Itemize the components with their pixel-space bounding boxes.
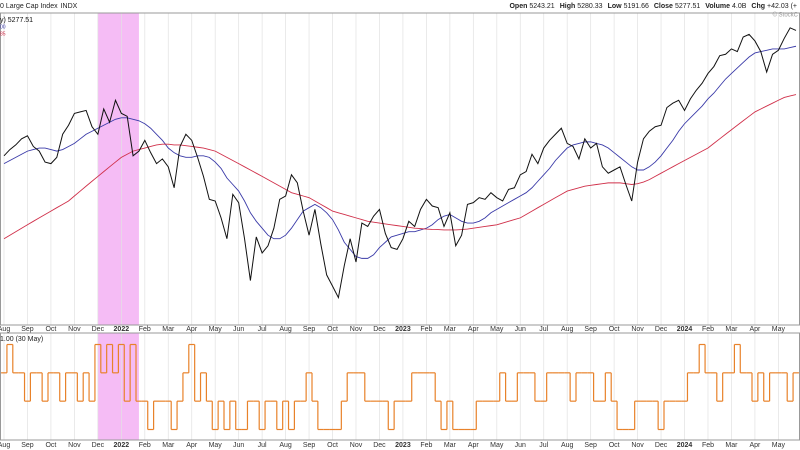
x-tick-label: Dec — [655, 442, 668, 449]
x-tick-label: Aug — [279, 442, 292, 449]
x-tick-label: Mar — [162, 442, 175, 449]
quote-label: High — [560, 3, 576, 10]
x-tick-label: Oct — [609, 326, 620, 333]
quote-value: 5191.66 — [624, 3, 649, 10]
x-tick-label: Apr — [186, 442, 198, 449]
x-tick-label: Jul — [258, 326, 267, 333]
x-tick-label: Feb — [702, 442, 714, 449]
x-tick-label: Feb — [139, 326, 151, 333]
x-tick-label: 2024 — [677, 326, 693, 333]
x-tick-label: 2024 — [677, 442, 693, 449]
x-tick-label: Oct — [327, 326, 338, 333]
x-tick-label: Apr — [468, 442, 480, 449]
x-tick-label: Sep — [303, 326, 316, 333]
x-tick-label: Jun — [233, 442, 244, 449]
x-tick-label: Oct — [327, 442, 338, 449]
grid-layer — [3, 13, 779, 440]
x-tick-label: Aug — [0, 442, 10, 449]
x-tick-label: Nov — [350, 442, 363, 449]
x-tick-label: Feb — [420, 442, 432, 449]
quote-value: 5280.33 — [577, 3, 602, 10]
x-tick-label: May — [490, 442, 504, 449]
x-tick-label: Jun — [515, 326, 526, 333]
x-tick-label: May — [490, 326, 504, 333]
x-tick-label: May — [209, 326, 223, 333]
x-tick-label: Sep — [584, 326, 597, 333]
x-tick-label: Nov — [631, 326, 644, 333]
watermark: © StockC — [773, 12, 799, 19]
axes-layer: Aug Aug Sep Sep Oct Oct Nov Nov Dec Dec 2022 2022 Fe… — [0, 17, 786, 449]
x-tick-label: Dec — [373, 442, 386, 449]
x-tick-label: Oct — [609, 442, 620, 449]
x-tick-label: Feb — [139, 442, 151, 449]
x-tick-label: Sep — [584, 442, 597, 449]
x-tick-label: Jun — [515, 442, 526, 449]
x-tick-label: Jul — [258, 442, 267, 449]
x-tick-label: Aug — [279, 326, 292, 333]
x-tick-label: Mar — [162, 326, 175, 333]
highlight-layer — [97, 13, 139, 440]
symbol: INDX — [61, 3, 78, 10]
highlight-band — [97, 13, 139, 325]
x-tick-label: Mar — [444, 442, 457, 449]
legend-entry: 85 — [0, 31, 6, 37]
quote-label: Chg — [751, 3, 765, 10]
x-tick-label: Aug — [0, 326, 10, 333]
x-tick-label: Nov — [68, 442, 81, 449]
legend-entry: 00 — [0, 24, 6, 30]
quote-label: Low — [608, 3, 623, 10]
x-tick-label: Dec — [655, 326, 668, 333]
quote-label: Volume — [705, 3, 730, 10]
x-tick-label: Mar — [725, 442, 738, 449]
quote: Open 5243.21 High 5280.33 Low 5191.66 Close 527… — [509, 3, 797, 10]
quote-label: Open — [509, 3, 527, 10]
x-tick-label: Apr — [749, 442, 761, 449]
x-tick-label: May — [209, 442, 223, 449]
title: 0 Large Cap Index — [0, 3, 58, 10]
x-tick-label: Aug — [561, 326, 574, 333]
x-tick-label: Sep — [21, 326, 34, 333]
x-tick-label: Sep — [303, 442, 316, 449]
x-tick-label: Mar — [725, 326, 738, 333]
quote-label: Close — [654, 3, 673, 10]
price-line — [3, 27, 797, 300]
legend-entry: y) 5277.51 — [0, 17, 33, 24]
x-tick-label: Feb — [702, 326, 714, 333]
x-tick-label: 2023 — [395, 326, 411, 333]
x-tick-label: 2022 — [114, 326, 130, 333]
x-tick-label: Sep — [21, 442, 34, 449]
legend-entry: 1.00 (30 May) — [0, 336, 43, 343]
x-tick-label: Jul — [539, 442, 548, 449]
x-tick-label: Oct — [45, 442, 56, 449]
quote-value: 5277.51 — [675, 3, 700, 10]
x-tick-label: Apr — [468, 326, 480, 333]
x-tick-label: May — [772, 442, 786, 449]
x-tick-label: 2023 — [395, 442, 411, 449]
x-tick-label: Nov — [68, 326, 81, 333]
quote-value: 4.0B — [732, 3, 747, 10]
x-tick-label: 2022 — [114, 442, 130, 449]
chart-title: 0 Large Cap Index INDX — [0, 3, 78, 10]
quote-value: 5243.21 — [529, 3, 554, 10]
x-tick-label: May — [772, 326, 786, 333]
x-tick-label: Dec — [92, 442, 105, 449]
x-tick-label: Mar — [444, 326, 457, 333]
x-tick-label: Apr — [749, 326, 761, 333]
x-tick-label: Nov — [350, 326, 363, 333]
x-tick-label: Nov — [631, 442, 644, 449]
x-tick-label: Feb — [420, 326, 432, 333]
moving-average — [3, 45, 797, 259]
x-tick-label: Oct — [45, 326, 56, 333]
x-tick-label: Jul — [539, 326, 548, 333]
x-tick-label: Apr — [186, 326, 198, 333]
x-tick-label: Jun — [233, 326, 244, 333]
x-tick-label: Dec — [92, 326, 105, 333]
x-tick-label: Aug — [561, 442, 574, 449]
quote-value: +42.03 (+ — [767, 3, 797, 10]
x-tick-label: Dec — [373, 326, 386, 333]
marks-layer — [1, 27, 799, 431]
moving-average — [3, 94, 797, 240]
